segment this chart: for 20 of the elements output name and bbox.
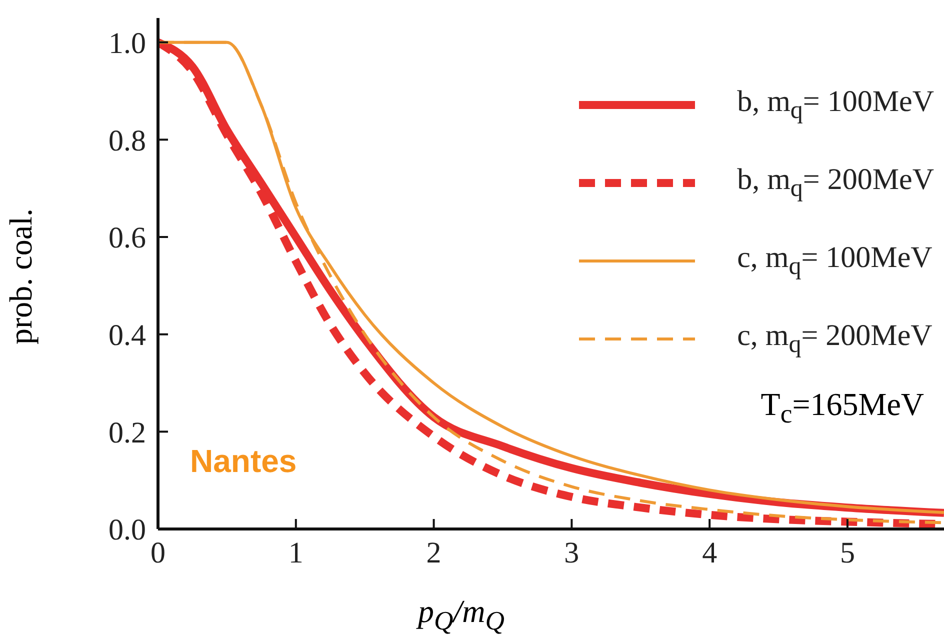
x-tick-label: 5: [840, 536, 855, 570]
y-tick-label: 0.2: [108, 416, 146, 450]
x-tick-label: 1: [288, 536, 304, 570]
x-tick-label: 2: [426, 536, 442, 570]
legend-label: c, m$_{q}$= 200MeV: [737, 319, 932, 359]
y-tick-label: 0.0: [108, 514, 146, 547]
y-tick-label: 0.6: [108, 222, 146, 255]
y-tick-label: 1.0: [108, 26, 146, 60]
legend-label: b, m$_{q}$= 100MeV: [737, 85, 934, 125]
x-tick-label: 0: [150, 536, 166, 570]
x-axis-title: p$_{Q}$/m$_{Q}$: [418, 593, 505, 636]
y-tick-label: 0.8: [108, 124, 146, 158]
legend-label: b, m$_{q}$= 200MeV: [737, 163, 934, 203]
y-axis-title: prob. coal.: [2, 208, 40, 344]
annotation: T$_{c}$=165MeV: [760, 386, 924, 430]
legend-label: c, m$_{q}$= 100MeV: [737, 241, 932, 281]
x-tick-label: 3: [564, 536, 580, 570]
y-tick-label: 0.4: [108, 318, 146, 352]
annotation: Nantes: [190, 443, 297, 480]
x-tick-label: 4: [702, 536, 718, 570]
